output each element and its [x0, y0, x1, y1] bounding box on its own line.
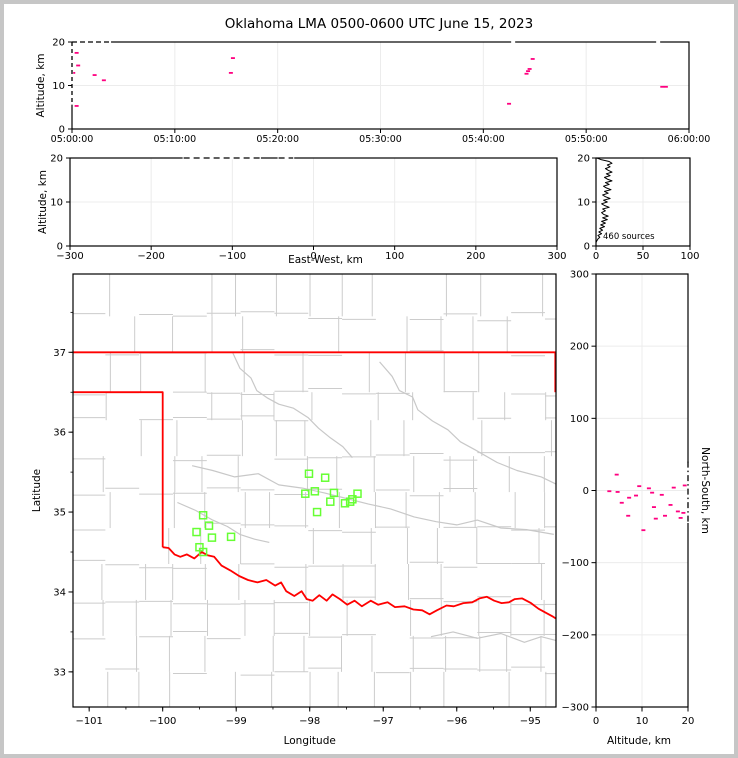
- map-layers: [73, 274, 556, 707]
- lma-plot-canvas: 05:00:00 05:10:00 05:20:00 05:30:00 05:40:00…: [31, 38, 711, 748]
- svg-text:33: 33: [53, 667, 66, 678]
- svg-text:Latitude: Latitude: [31, 469, 43, 512]
- svg-text:0: 0: [310, 251, 316, 262]
- svg-text:10: 10: [50, 198, 63, 209]
- svg-text:Altitude, km: Altitude, km: [35, 53, 47, 117]
- svg-text:−101: −101: [75, 716, 102, 727]
- svg-text:50: 50: [637, 251, 650, 262]
- svg-text:−100: −100: [562, 558, 589, 569]
- svg-text:0: 0: [583, 486, 589, 497]
- svg-text:0: 0: [593, 251, 599, 262]
- svg-text:0: 0: [59, 125, 65, 136]
- svg-text:Altitude, km: Altitude, km: [607, 735, 671, 747]
- svg-text:10: 10: [577, 198, 590, 209]
- svg-text:−100: −100: [219, 251, 246, 262]
- svg-text:North-South, km: North-South, km: [699, 447, 711, 534]
- time-height-panel: 05:00:00 05:10:00 05:20:00 05:30:00 05:40:00…: [35, 38, 710, 146]
- svg-text:05:30:00: 05:30:00: [359, 134, 402, 145]
- svg-text:05:50:00: 05:50:00: [565, 134, 608, 145]
- svg-text:−95: −95: [520, 716, 541, 727]
- svg-text:20: 20: [52, 38, 65, 49]
- north-south-panel: 0 10 20 300 200 100 0 −100 −200 −300 Altitude, km N…: [562, 270, 711, 748]
- svg-text:100: 100: [385, 251, 404, 262]
- svg-text:−97: −97: [373, 716, 394, 727]
- svg-text:−200: −200: [562, 630, 589, 641]
- svg-text:20: 20: [577, 154, 590, 165]
- svg-text:200: 200: [570, 342, 589, 353]
- lma-station-markers: [192, 469, 362, 557]
- svg-text:−200: −200: [137, 251, 164, 262]
- svg-text:−96: −96: [446, 716, 467, 727]
- svg-text:06:00:00: 06:00:00: [668, 134, 711, 145]
- svg-text:200: 200: [466, 251, 485, 262]
- svg-text:300: 300: [547, 251, 566, 262]
- source-count-annotation: 460 sources: [603, 232, 655, 242]
- svg-text:−300: −300: [56, 251, 83, 262]
- svg-text:100: 100: [680, 251, 699, 262]
- svg-text:34: 34: [53, 587, 66, 598]
- svg-text:05:00:00: 05:00:00: [51, 134, 94, 145]
- svg-text:Longitude: Longitude: [284, 735, 336, 747]
- svg-text:10: 10: [52, 81, 65, 92]
- svg-text:35: 35: [53, 508, 66, 519]
- svg-text:20: 20: [682, 716, 695, 727]
- svg-text:−100: −100: [149, 716, 176, 727]
- svg-text:0: 0: [584, 242, 590, 253]
- svg-text:East-West, km: East-West, km: [288, 254, 363, 266]
- map-panel: −101 −100 −99 −98 −97 −96 −95 33 34 35 36 37 Longitu…: [31, 273, 557, 747]
- svg-text:−98: −98: [299, 716, 320, 727]
- svg-text:36: 36: [53, 428, 66, 439]
- svg-text:−99: −99: [226, 716, 247, 727]
- svg-text:300: 300: [570, 270, 589, 281]
- svg-text:05:10:00: 05:10:00: [153, 134, 196, 145]
- svg-text:10: 10: [636, 716, 649, 727]
- svg-text:100: 100: [570, 414, 589, 425]
- svg-text:05:20:00: 05:20:00: [256, 134, 299, 145]
- svg-text:Altitude, km: Altitude, km: [37, 170, 49, 234]
- svg-text:−300: −300: [562, 703, 589, 714]
- svg-text:0: 0: [593, 716, 599, 727]
- figure-title: Oklahoma LMA 0500-0600 UTC June 15, 2023: [224, 16, 534, 32]
- altitude-histogram-panel: 0 50 100 0 10 20 460 sources: [577, 154, 699, 263]
- svg-text:20: 20: [50, 154, 63, 165]
- svg-text:0: 0: [57, 242, 63, 253]
- svg-text:05:40:00: 05:40:00: [462, 134, 505, 145]
- svg-text:37: 37: [53, 348, 66, 359]
